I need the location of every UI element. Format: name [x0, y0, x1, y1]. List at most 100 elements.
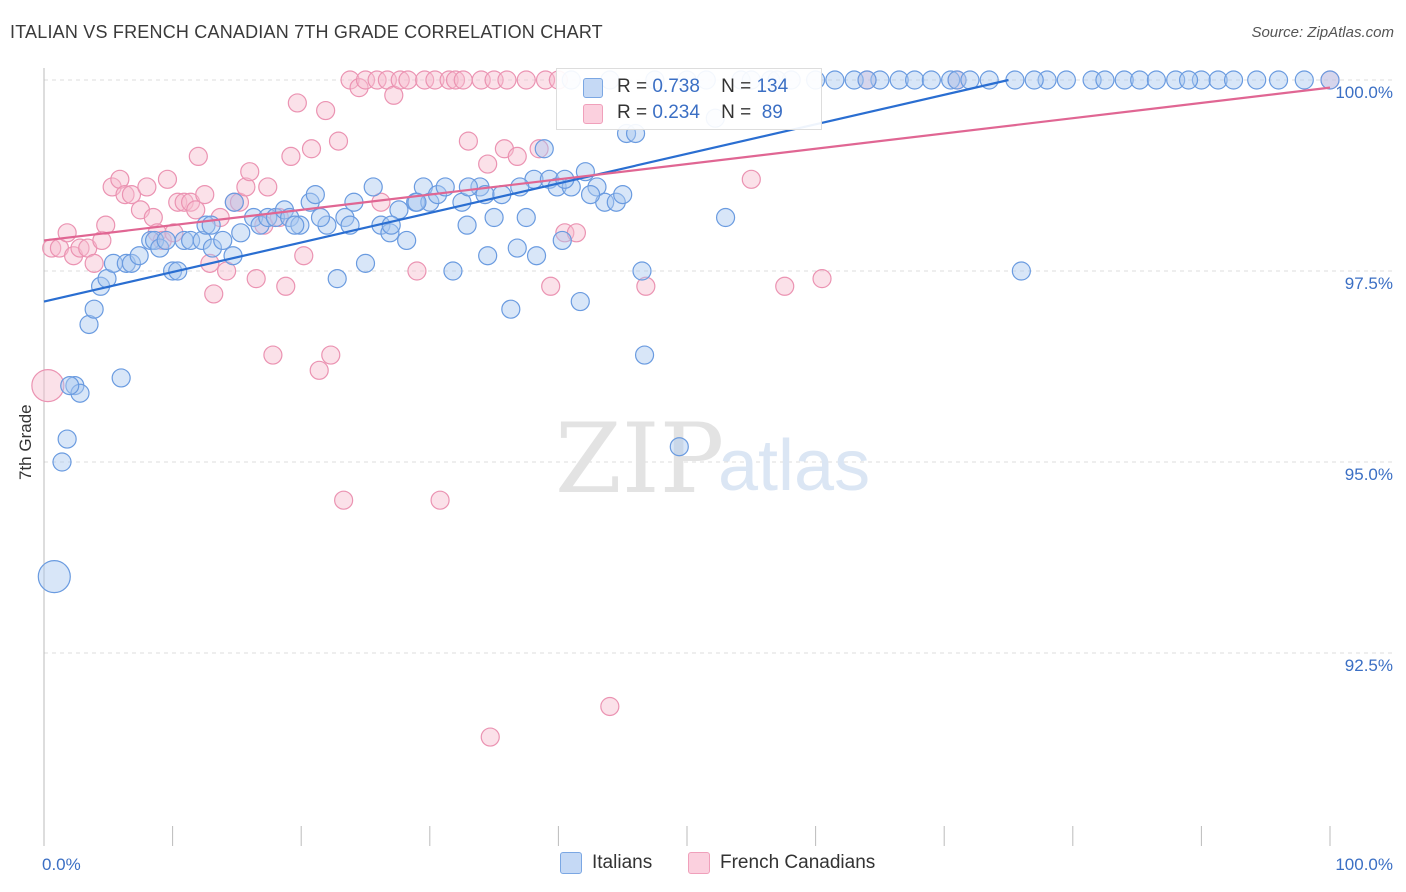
french-point-37	[258, 177, 278, 197]
italians-n-value: 134	[756, 76, 789, 97]
italian-point-21	[192, 230, 212, 251]
y-tick-label-1: 95.0%	[1345, 465, 1393, 484]
french-point-43	[294, 246, 314, 266]
french-point-63	[439, 70, 459, 90]
italian-point-36	[305, 185, 325, 205]
legend-item-italians[interactable]: Italians	[560, 852, 652, 874]
italian-point-117	[1146, 70, 1166, 90]
french-n-value: 89	[761, 102, 783, 123]
french-trend-line	[43, 86, 1331, 242]
french-point-28	[204, 284, 224, 304]
italian-point-135	[478, 246, 498, 266]
italian-point-38	[327, 269, 347, 289]
italian-point-77	[634, 345, 655, 365]
french-swatch	[583, 104, 603, 124]
x-tick-label-0: 0.0%	[42, 855, 81, 874]
french-legend-swatch	[688, 852, 710, 874]
french-point-82	[636, 276, 656, 296]
y-tick-label-3: 100.0%	[1335, 83, 1393, 102]
italian-point-6	[84, 299, 104, 319]
french-point-79	[555, 223, 575, 243]
french-point-15	[137, 177, 157, 197]
italian-point-34	[290, 215, 310, 235]
italian-point-90	[941, 70, 961, 90]
italian-point-44	[380, 223, 400, 243]
italian-point-0	[37, 559, 71, 594]
italians-swatch	[583, 78, 603, 98]
y-tick-label-0: 92.5%	[1345, 656, 1393, 675]
italian-point-12	[121, 253, 142, 273]
italian-point-130	[458, 177, 478, 197]
chart-title: ITALIAN VS FRENCH CANADIAN 7TH GRADE COR…	[10, 22, 603, 42]
italian-point-73	[606, 192, 626, 212]
italian-point-41	[355, 253, 376, 273]
french-point-46	[316, 100, 336, 121]
italians-r-label: R =	[617, 76, 648, 97]
italian-point-89	[905, 70, 925, 90]
watermark-atlas: atlas	[718, 426, 870, 506]
italian-point-116	[1095, 70, 1115, 90]
source-label: Source: ZipAtlas.com	[1251, 24, 1394, 41]
french-point-11	[110, 169, 130, 189]
italian-point-54	[457, 215, 477, 235]
french-point-49	[334, 490, 354, 510]
italian-point-2	[57, 429, 77, 449]
italian-point-98	[1130, 70, 1150, 90]
italian-point-123	[156, 230, 176, 251]
italian-point-63	[526, 246, 547, 266]
italian-point-52	[443, 261, 463, 281]
french-point-51	[349, 78, 369, 98]
italian-point-103	[1320, 70, 1340, 90]
french-point-33	[236, 177, 256, 197]
italian-point-69	[570, 291, 590, 312]
italian-point-24	[213, 230, 233, 251]
y-axis-label: 7th Grade	[16, 404, 35, 480]
french-point-62	[430, 490, 450, 510]
french-point-20	[164, 223, 184, 243]
french-point-59	[407, 261, 427, 281]
french-point-26	[195, 185, 215, 205]
italian-point-20	[181, 230, 201, 251]
french-point-7	[84, 253, 104, 273]
italian-point-121	[1294, 70, 1314, 90]
french-point-81	[600, 696, 620, 717]
italian-point-111	[857, 70, 877, 90]
italian-point-125	[285, 215, 305, 235]
italian-point-42	[363, 177, 383, 197]
french-point-22	[174, 192, 194, 212]
french-point-0	[31, 369, 65, 403]
italian-point-128	[381, 215, 401, 235]
legend-item-french-canadians[interactable]: French Canadians	[688, 852, 875, 874]
y-tick-labels: 92.5% 95.0% 97.5% 100.0%	[1335, 83, 1393, 675]
french-point-75	[529, 139, 549, 159]
watermark-zip: ZIP	[555, 403, 724, 515]
series-legend: Italians French Canadians	[0, 852, 1406, 878]
italian-point-133	[580, 185, 601, 205]
french-point-35	[246, 269, 266, 289]
french-point-24	[186, 200, 206, 220]
italian-point-118	[1178, 70, 1199, 90]
x-tick-label-1: 100.0%	[1335, 855, 1393, 874]
french-point-68	[478, 154, 498, 174]
french-point-53	[367, 70, 387, 90]
french-point-71	[480, 727, 500, 747]
french-point-58	[398, 70, 418, 90]
french-point-25	[188, 146, 208, 166]
french-point-8	[92, 230, 112, 251]
french-point-42	[287, 93, 307, 113]
french-point-60	[415, 70, 435, 90]
italians-r-value: 0.738	[652, 76, 700, 97]
italian-point-16	[150, 238, 170, 258]
italian-point-126	[310, 207, 331, 228]
french-point-44	[301, 139, 322, 159]
x-tick-labels: 0.0% 100.0%	[42, 855, 1393, 874]
axes	[43, 68, 1331, 846]
french-point-47	[321, 345, 341, 365]
italian-point-122	[60, 376, 80, 396]
italian-point-112	[921, 70, 941, 90]
french-point-34	[240, 162, 260, 182]
french-point-40	[276, 276, 296, 296]
italians-n-label: N =	[721, 76, 752, 97]
italian-point-102	[1247, 70, 1267, 90]
